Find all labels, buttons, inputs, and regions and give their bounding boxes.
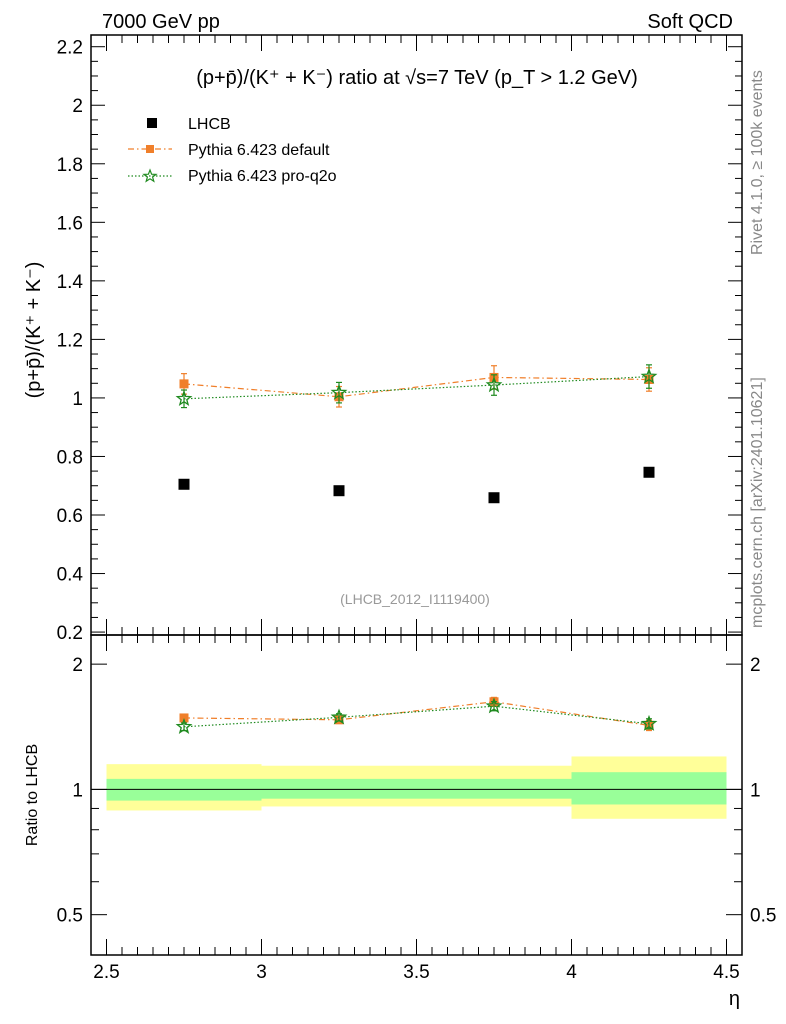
proq2o-point [640,367,658,384]
ratio-proq2o-point [485,697,503,714]
ratio-band-inner [571,772,727,805]
main-y-tick-label: 1.4 [57,272,84,293]
ratio-y-tick-label: 1 [72,780,83,801]
legend-label-default: Pythia 6.423 default [188,142,330,159]
lhcb-point [178,478,190,490]
ratio-proq2o-line [183,705,650,728]
legend-marker-default [146,145,154,153]
main-y-tick-label: 0.8 [57,447,83,468]
x-ticks: 2.5 3 3.5 4 4.5 [90,35,743,983]
proq2o-point [330,383,348,400]
ratio-marks [175,696,658,734]
ratio-y-label: Ratio to LHCB [24,744,41,846]
main-marks [175,364,658,504]
main-y-tick-label: 1 [72,389,83,410]
lhcb-point [333,485,345,497]
main-y-tick-label: 1.6 [57,213,83,234]
x-tick-label: 3 [256,962,267,983]
ratio-band-inner [416,778,572,799]
proq2o-point [485,376,503,393]
main-y-label: (p+p̄)/(K⁺ + K⁻) [23,262,45,399]
mcplots-label: mcplots.cern.ch [arXiv:2401.10621] [749,377,766,628]
legend-marker-lhcb [147,118,157,128]
ratio-proq2o-point [640,714,658,731]
ratio-bands [91,756,742,819]
main-y-ticks: 0.2 0.4 0.6 0.8 1 1.2 1.4 1.6 1.8 2 2.2 [57,38,742,644]
ratio-y-tick-label: 2 [72,655,83,676]
rivet-label: Rivet 4.1.0, ≥ 100k events [749,70,766,255]
ratio-band-inner [261,778,417,799]
x-tick-label: 4 [566,962,577,983]
ratio-y-ticks: 0.5 0.5 1 1 2 2 [57,655,776,956]
main-title: (p+p̄)/(K⁺ + K⁻) ratio at √s=7 TeV (p_T … [196,67,638,89]
ratio-y-tick-label-right: 0.5 [750,906,776,927]
proq2o-point [175,389,193,406]
lhcb-point [643,466,655,478]
main-y-tick-label: 1.8 [57,155,83,176]
header-left: 7000 GeV pp [102,11,220,33]
main-y-tick-label: 0.4 [57,565,84,586]
analysis-watermark: (LHCB_2012_I1119400) [340,591,490,607]
ratio-panel: Ratio to LHCB 0.5 0.5 1 1 2 2 2.5 3 3.5 4 4.5 η [24,35,776,1010]
x-tick-label: 2.5 [93,962,119,983]
header-right: Soft QCD [647,11,733,33]
x-tick-label: 3.5 [403,962,429,983]
main-panel: (p+p̄)/(K⁺ + K⁻) ratio at √s=7 TeV (p_T … [23,34,743,644]
ratio-frame [90,634,743,956]
main-y-tick-label: 0.6 [57,506,83,527]
x-tick-label: 4.5 [713,962,739,983]
ratio-y-tick-label-right: 1 [750,780,761,801]
legend-marker-proq2o [142,168,158,183]
proq2o-line [183,375,650,400]
ratio-proq2o-point [175,717,193,734]
main-y-tick-label: 2 [72,96,83,117]
ratio-y-tick-label: 0.5 [57,906,83,927]
ratio-y-tick-label-right: 2 [750,655,761,676]
main-y-tick-label: 1.2 [57,330,83,351]
default-point [179,379,189,389]
legend: LHCB Pythia 6.423 default Pythia 6.423 p… [128,116,337,185]
lhcb-point [488,492,500,504]
main-y-tick-label: 2.2 [57,38,83,59]
ratio-proq2o-point [330,708,348,725]
default-line [183,376,650,398]
x-axis-label: η [729,988,740,1010]
ratio-default-line [183,701,650,726]
main-y-tick-label: 0.2 [57,623,83,644]
legend-label-lhcb: LHCB [188,116,231,133]
legend-label-proq2o: Pythia 6.423 pro-q2o [188,168,337,185]
